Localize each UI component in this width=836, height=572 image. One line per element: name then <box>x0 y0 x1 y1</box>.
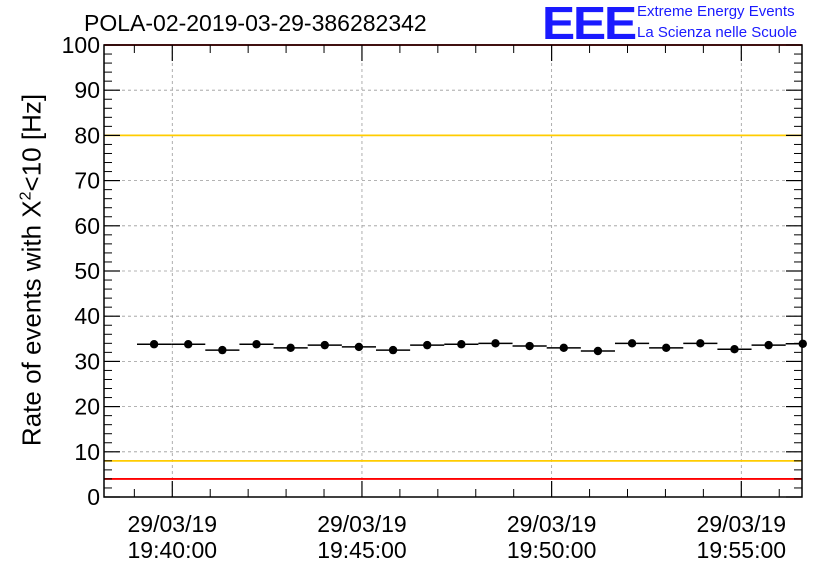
y-tick-label: 50 <box>74 258 100 284</box>
x-tick-date-label: 29/03/19 <box>317 511 407 537</box>
x-tick-time-label: 19:40:00 <box>128 537 218 563</box>
chart-title: POLA-02-2019-03-29-386282342 <box>84 10 427 36</box>
data-point <box>696 339 705 348</box>
plot-frame <box>103 44 803 498</box>
data-point <box>764 340 773 350</box>
data-point <box>798 339 807 348</box>
y-tick-label: 30 <box>74 348 100 374</box>
y-tick-label: 100 <box>62 32 100 58</box>
data-point <box>423 340 432 350</box>
axis-ticks <box>104 44 802 498</box>
grid-lines <box>104 45 802 497</box>
reference-lines <box>104 44 802 480</box>
eee-logo-mark: EEE <box>542 0 637 49</box>
data-point <box>286 343 295 353</box>
data-point <box>525 341 534 351</box>
data-point <box>559 343 568 353</box>
data-point <box>320 340 329 350</box>
y-tick-label: 40 <box>74 303 100 329</box>
data-point <box>184 340 193 349</box>
y-tick-label: 70 <box>74 168 100 194</box>
data-point <box>252 340 261 349</box>
x-tick-time-label: 19:50:00 <box>507 537 597 563</box>
data-point <box>149 340 159 349</box>
x-tick-time-label: 19:55:00 <box>697 537 787 563</box>
x-tick-time-label: 19:45:00 <box>317 537 407 563</box>
data-point <box>627 339 637 348</box>
eee-logo-line1: Extreme Energy Events <box>637 3 795 20</box>
data-point <box>218 345 227 355</box>
data-point <box>388 345 398 355</box>
data-points <box>137 339 807 356</box>
data-point <box>730 344 739 354</box>
data-point <box>457 340 466 349</box>
x-tick-date-label: 29/03/19 <box>507 511 597 537</box>
x-tick-date-label: 29/03/19 <box>128 511 218 537</box>
x-tick-date-label: 29/03/19 <box>697 511 787 537</box>
data-point <box>661 343 671 353</box>
y-tick-label: 10 <box>74 439 100 465</box>
data-point <box>491 339 500 348</box>
y-tick-label: 90 <box>74 77 100 103</box>
data-point <box>354 342 364 352</box>
y-tick-label: 0 <box>87 484 100 510</box>
y-tick-label: 60 <box>74 213 100 239</box>
data-point <box>593 346 603 356</box>
y-tick-label: 80 <box>74 122 100 148</box>
tick-labels: 010203040506070809010029/03/1919:40:0029… <box>62 32 786 563</box>
y-tick-label: 20 <box>74 394 100 420</box>
eee-logo-line2: La Scienza nelle Scuole <box>637 24 798 41</box>
